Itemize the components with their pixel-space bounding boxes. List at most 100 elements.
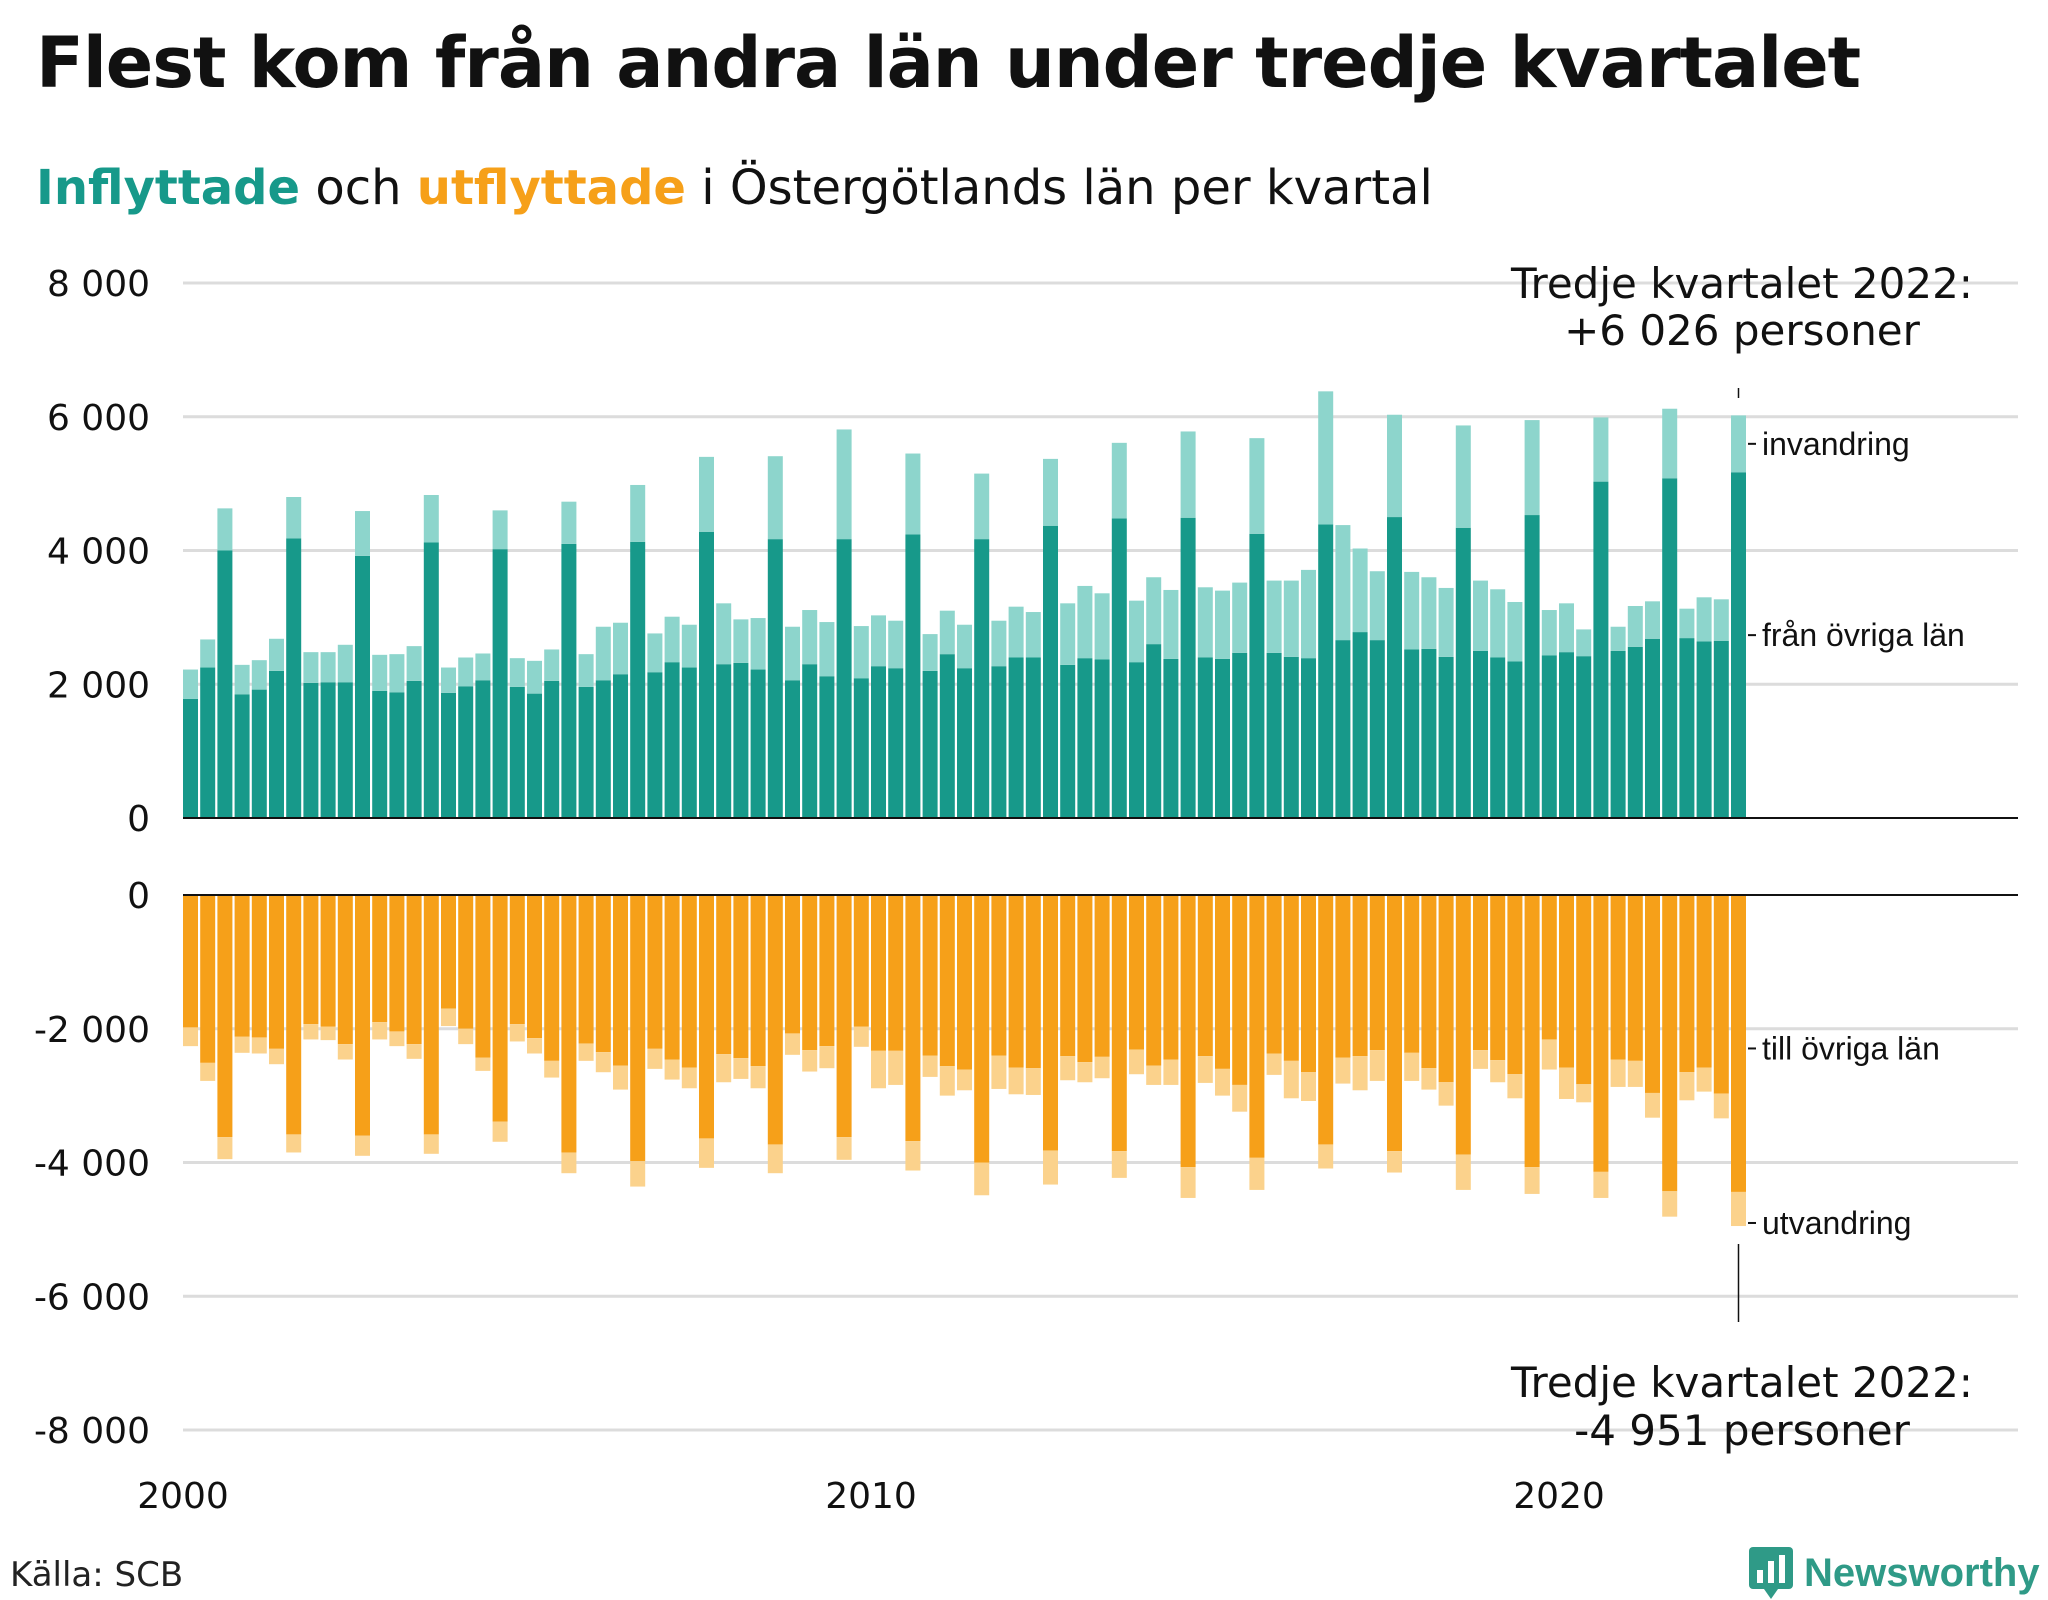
bar-invandring (1025, 612, 1041, 658)
bar-invandring (458, 657, 474, 687)
bar-invandring (1060, 603, 1076, 665)
bar-fran-ovriga-lan (957, 668, 972, 818)
bar-invandring (699, 456, 714, 532)
bar-fran-ovriga-lan (1696, 641, 1712, 818)
bar-invandring (1404, 571, 1420, 650)
bar-fran-ovriga-lan (527, 693, 542, 818)
annotation-top-line2: +6 026 personer (1564, 306, 1921, 355)
bar-till-ovriga-lan (1713, 895, 1729, 1094)
bar-invandring (234, 664, 250, 695)
y-tick-label-bottom: -4 000 (34, 1144, 150, 1185)
bar-till-ovriga-lan (1507, 895, 1523, 1075)
bar-utvandring (613, 1065, 628, 1090)
bar-utvandring (767, 1144, 783, 1174)
bar-utvandring (1731, 1191, 1746, 1227)
bar-fran-ovriga-lan (613, 674, 628, 818)
bar-till-ovriga-lan (1008, 895, 1024, 1068)
bar-till-ovriga-lan (1180, 895, 1196, 1168)
bar-till-ovriga-lan (733, 895, 749, 1059)
bar-invandring (527, 660, 542, 694)
bar-invandring (1111, 442, 1127, 519)
bar-fran-ovriga-lan (1077, 658, 1093, 818)
bar-fran-ovriga-lan (1043, 525, 1058, 818)
bar-fran-ovriga-lan (1008, 657, 1024, 818)
bar-till-ovriga-lan (1593, 895, 1609, 1172)
bar-fran-ovriga-lan (699, 531, 714, 818)
bar-till-ovriga-lan (922, 895, 938, 1056)
bar-fran-ovriga-lan (1318, 524, 1334, 818)
bar-utvandring (303, 1024, 319, 1040)
bar-till-ovriga-lan (561, 895, 577, 1153)
bar-fran-ovriga-lan (1215, 658, 1230, 818)
bar-fran-ovriga-lan (1369, 640, 1385, 818)
bar-fran-ovriga-lan (922, 670, 938, 818)
bar-till-ovriga-lan (1283, 895, 1299, 1061)
bar-invandring (1232, 582, 1248, 653)
bar-fran-ovriga-lan (303, 682, 319, 818)
bar-till-ovriga-lan (1645, 895, 1660, 1093)
bar-utvandring (630, 1161, 646, 1187)
bar-till-ovriga-lan (1524, 895, 1540, 1168)
bar-till-ovriga-lan (372, 895, 388, 1023)
bar-utvandring (1696, 1067, 1712, 1092)
annotation-bottom-line1: Tredje kvartalet 2022: (1510, 1358, 1973, 1407)
bar-utvandring (1025, 1068, 1041, 1095)
bar-utvandring (1610, 1059, 1626, 1087)
bar-till-ovriga-lan (716, 895, 732, 1055)
label-invandring: invandring (1762, 426, 1910, 462)
bar-invandring (1541, 610, 1557, 656)
subtitle-utflyttade: utflyttade (416, 160, 686, 216)
bar-fran-ovriga-lan (286, 538, 302, 818)
bar-till-ovriga-lan (819, 895, 835, 1047)
bar-utvandring (544, 1060, 560, 1078)
bar-fran-ovriga-lan (871, 666, 886, 818)
bar-till-ovriga-lan (905, 895, 921, 1142)
bar-fran-ovriga-lan (1541, 655, 1557, 818)
bar-utvandring (974, 1162, 990, 1196)
bar-till-ovriga-lan (957, 895, 972, 1070)
bar-utvandring (1043, 1150, 1058, 1185)
bar-utvandring (458, 1028, 474, 1045)
bar-invandring (750, 618, 766, 670)
bar-utvandring (183, 1027, 198, 1047)
bar-invandring (1559, 603, 1574, 653)
bar-invandring (1043, 458, 1058, 526)
bar-invandring (1283, 580, 1299, 657)
bar-utvandring (681, 1067, 697, 1089)
bar-invandring (441, 667, 456, 693)
chart-subtitle: Inflyttade och utflyttade i Östergötland… (36, 160, 1433, 216)
bar-invandring (509, 658, 525, 687)
bar-utvandring (836, 1137, 852, 1160)
bar-invandring (1662, 408, 1678, 479)
bar-till-ovriga-lan (337, 895, 353, 1045)
bar-fran-ovriga-lan (269, 670, 284, 818)
bar-invandring (303, 652, 319, 683)
bar-fran-ovriga-lan (183, 698, 198, 818)
x-tick-label: 2000 (137, 1476, 229, 1517)
bar-utvandring (939, 1066, 955, 1096)
bar-utvandring (320, 1026, 336, 1041)
bar-utvandring (423, 1134, 439, 1154)
bar-till-ovriga-lan (1627, 895, 1643, 1061)
bar-utvandring (1060, 1056, 1076, 1081)
bar-till-ovriga-lan (974, 895, 990, 1163)
bar-invandring (251, 660, 267, 690)
bar-fran-ovriga-lan (767, 539, 783, 818)
bar-fran-ovriga-lan (441, 692, 456, 818)
bar-utvandring (664, 1059, 680, 1080)
bar-utvandring (527, 1038, 542, 1054)
bar-invandring (217, 508, 233, 551)
bar-invandring (664, 616, 680, 663)
bar-till-ovriga-lan (475, 895, 491, 1058)
chart-labels: 0 2 000 4 000 6 000 8 000 0 -2 000 -4 000 -6 000… (34, 259, 1973, 1517)
bar-fran-ovriga-lan (1352, 632, 1368, 818)
bar-invandring (561, 501, 577, 544)
bar-invandring (1266, 580, 1282, 653)
bar-till-ovriga-lan (1438, 895, 1454, 1083)
bar-invandring (1077, 585, 1093, 659)
bar-invandring (1094, 593, 1110, 660)
bar-utvandring (1180, 1167, 1196, 1198)
bar-till-ovriga-lan (406, 895, 422, 1045)
bar-till-ovriga-lan (1197, 895, 1213, 1057)
bar-till-ovriga-lan (234, 895, 250, 1037)
